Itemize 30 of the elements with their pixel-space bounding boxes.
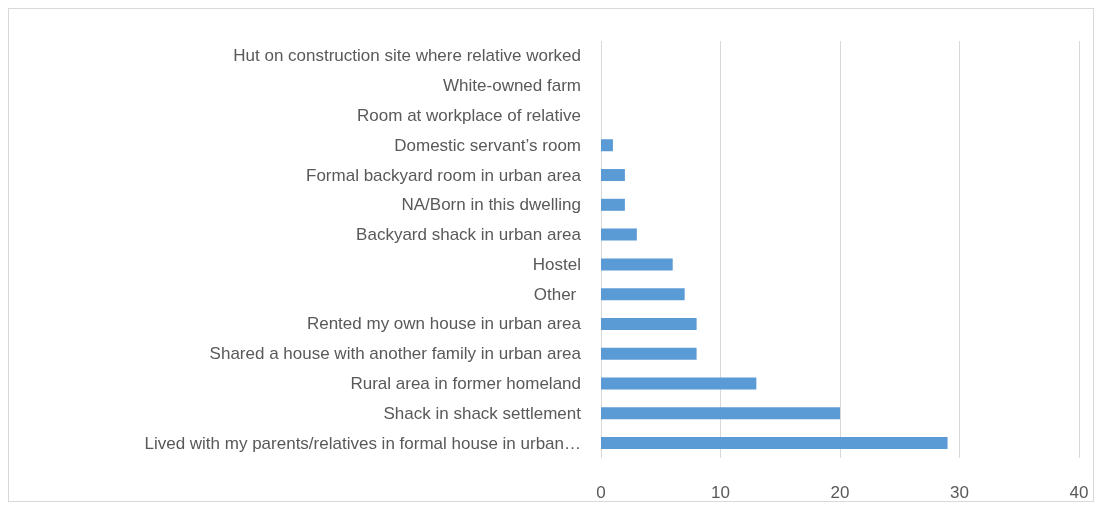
y-tick-label: Shack in shack settlement [383,403,582,423]
y-tick-label: Shared a house with another family in urban area [209,344,582,364]
y-tick-label: Backyard shack in urban area [356,225,582,245]
bar [601,347,697,360]
y-tick-label: Formal backyard room in urban area [306,165,582,185]
y-tick-label: NA/Born in this dwelling [401,195,581,215]
bar [601,288,685,301]
bar [601,258,673,271]
bar [601,407,840,420]
bar [601,317,697,330]
bar [601,198,625,211]
bar [601,377,757,390]
x-tick-label: 10 [711,483,730,502]
bar [601,139,613,152]
y-tick-label: Other [533,284,581,304]
y-tick-label: Rented my own house in urban area [306,314,582,334]
x-tick-label: 20 [830,483,850,502]
bar [601,228,637,241]
y-tick-label: Hostel [532,254,581,274]
y-tick-label: Lived with my parents/relatives in formal house in urban… [144,433,581,453]
y-tick-label: Hut on construction site where relative worked [233,46,581,66]
x-tick-label: 40 [1069,483,1089,502]
x-tick-label: 0 [596,483,606,502]
bar [601,169,625,182]
y-tick-label: Rural area in former homeland [350,374,581,394]
x-tick-label: 30 [950,483,969,502]
y-tick-label: Room at workplace of relative [357,105,581,125]
y-tick-label: White-owned farm [443,76,581,96]
bar [601,437,948,450]
y-tick-label: Domestic servant’s room [394,135,581,155]
